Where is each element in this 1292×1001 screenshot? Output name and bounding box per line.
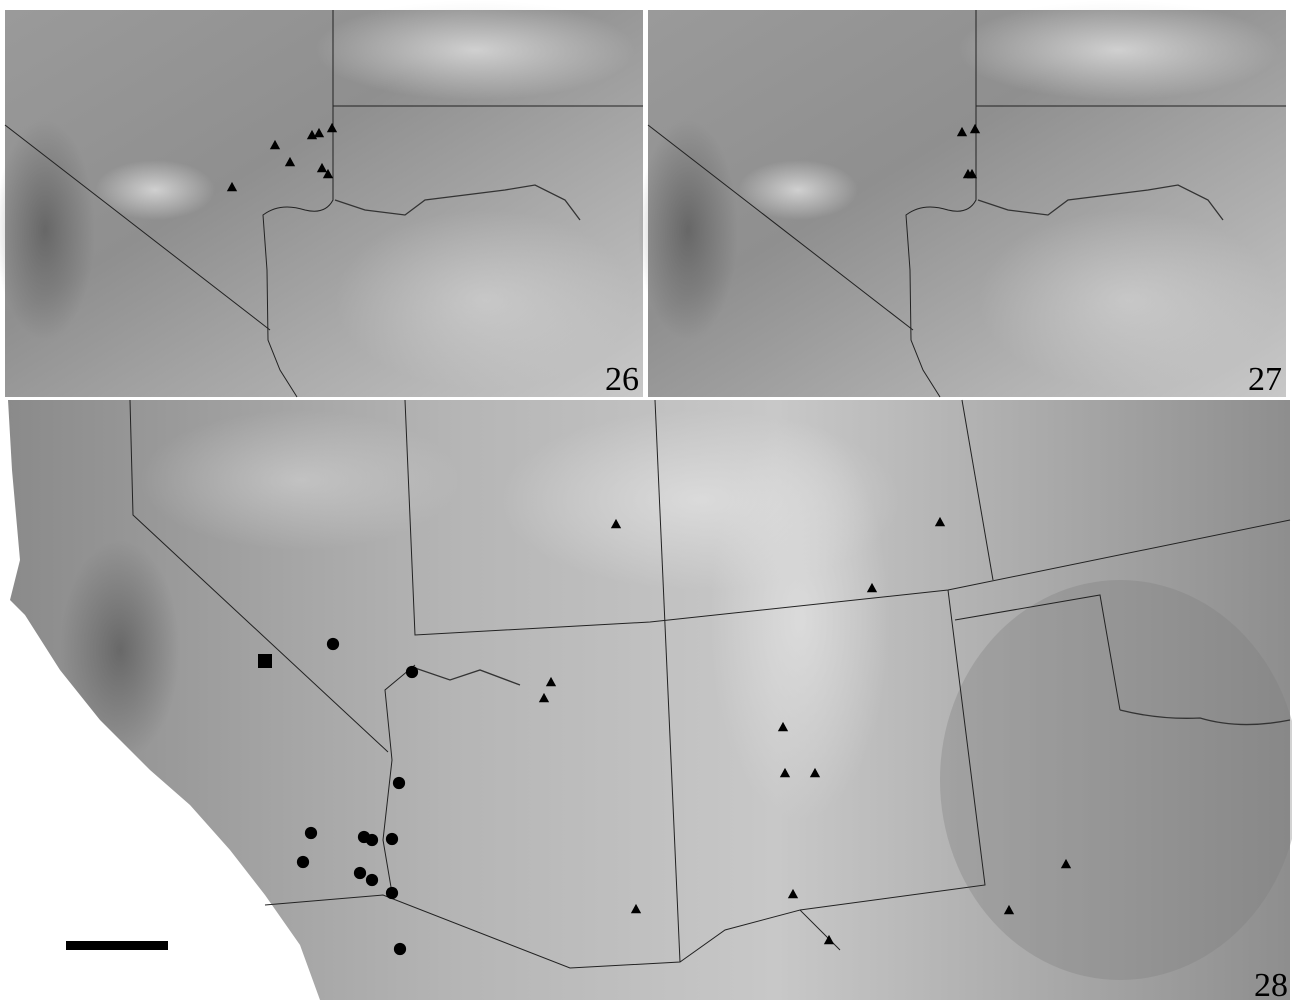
page: {"panels": [{"label": "26"}, {"label": "… bbox=[0, 0, 1292, 1001]
panel-label: 26 bbox=[605, 361, 639, 398]
panel-26: 26 bbox=[0, 0, 643, 398]
scale-bar bbox=[66, 941, 168, 950]
panel-label: 28 bbox=[1254, 967, 1288, 1001]
figure: 26 27 bbox=[0, 0, 1292, 1001]
panel-28: 28 bbox=[5, 400, 1292, 1001]
panel-27: 27 bbox=[638, 0, 1286, 398]
panel-label: 27 bbox=[1248, 361, 1282, 398]
